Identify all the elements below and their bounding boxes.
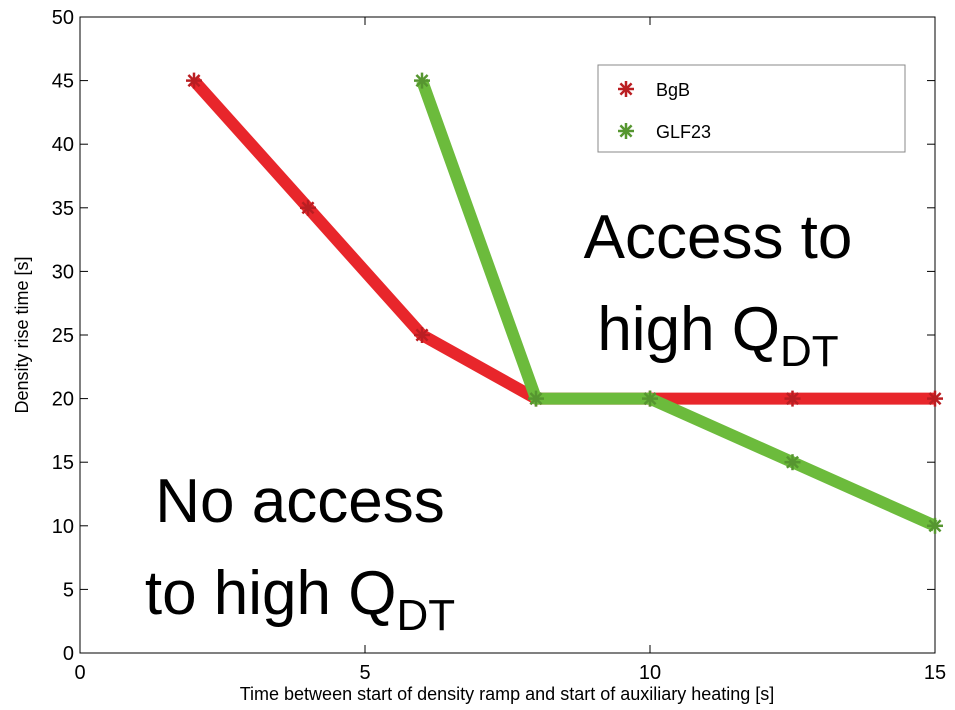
x-tick-label: 0 (74, 662, 85, 684)
annotation: high QDT (597, 295, 838, 376)
marker-stroke (928, 392, 942, 406)
legend-label: BgB (656, 80, 690, 100)
annotation-subscript: DT (780, 327, 839, 376)
marker-stroke (619, 124, 633, 138)
x-axis-label: Time between start of density ramp and s… (240, 684, 775, 704)
marker (414, 72, 430, 89)
x-tick-label: 10 (639, 662, 661, 684)
y-tick-label: 40 (52, 134, 74, 156)
marker (784, 454, 801, 471)
legend-marker (618, 81, 634, 97)
y-tick-label: 5 (63, 579, 74, 601)
annotation-text: Access to (584, 203, 853, 272)
y-tick-label: 30 (52, 261, 74, 283)
marker (642, 390, 658, 407)
annotation-text: to high Q (145, 559, 397, 628)
legend-label: GLF23 (656, 122, 711, 142)
x-tick-label: 15 (924, 662, 946, 684)
y-tick-label: 45 (52, 71, 74, 93)
marker (300, 199, 316, 216)
y-tick-label: 15 (52, 452, 74, 474)
marker-stroke (786, 455, 799, 469)
marker-stroke (415, 328, 429, 342)
legend-marker (618, 123, 634, 139)
y-axis-label: Density rise time [s] (12, 256, 32, 413)
marker (186, 72, 202, 89)
y-tick-label: 10 (52, 516, 74, 538)
marker (528, 390, 544, 407)
legend: BgB GLF23 (597, 64, 906, 153)
marker-stroke (643, 392, 657, 406)
marker-stroke (619, 82, 633, 96)
marker (927, 390, 943, 407)
y-tick-label: 35 (52, 198, 74, 220)
marker-stroke (928, 519, 942, 533)
marker-stroke (786, 392, 799, 406)
annotation-subscript: DT (396, 591, 455, 640)
marker-stroke (529, 392, 543, 406)
marker-stroke (301, 201, 315, 215)
legend-box (597, 64, 906, 153)
marker (414, 327, 430, 343)
marker (784, 390, 801, 407)
y-tick-label: 25 (52, 325, 74, 347)
y-tick-label: 0 (63, 643, 74, 665)
annotation: Access to (584, 203, 853, 272)
annotation: No access (155, 467, 444, 536)
annotation-text: high Q (597, 295, 780, 364)
marker (927, 517, 943, 534)
y-tick-label: 20 (52, 389, 74, 411)
marker-stroke (187, 74, 201, 88)
x-tick-label: 5 (359, 662, 370, 684)
annotation-text: No access (155, 467, 444, 536)
y-tick-label: 50 (52, 7, 74, 29)
marker-stroke (415, 74, 429, 88)
annotation: to high QDT (145, 559, 455, 640)
